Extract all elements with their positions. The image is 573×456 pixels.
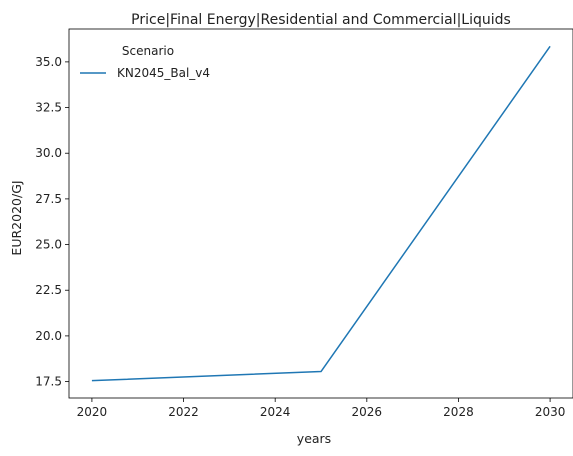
x-tick-label: 2026 [352, 405, 383, 419]
plot-area [91, 45, 551, 382]
y-tick-label: 20.0 [35, 329, 62, 343]
y-tick-label: 35.0 [35, 55, 62, 69]
y-tick-label: 25.0 [35, 238, 62, 252]
y-tick-label: 32.5 [35, 101, 62, 115]
x-tick-label: 2024 [260, 405, 291, 419]
x-tick-label: 2020 [77, 405, 108, 419]
x-axis-label: years [297, 431, 331, 446]
y-tick-label: 27.5 [35, 192, 62, 206]
y-tick-label: 17.5 [35, 375, 62, 389]
x-tick-label: 2028 [443, 405, 474, 419]
legend-title: Scenario [122, 44, 174, 58]
y-tick-label: 22.5 [35, 283, 62, 297]
legend-series-label: KN2045_Bal_v4 [117, 66, 210, 80]
x-tick-label: 2030 [535, 405, 566, 419]
y-axis-label: EUR2020/GJ [9, 180, 24, 255]
legend: Scenario KN2045_Bal_v4 [80, 44, 210, 80]
y-axis: 17.5 20.0 22.5 25.0 27.5 30.0 32.5 35.0 [35, 55, 69, 389]
series-line-0 [91, 45, 551, 382]
x-axis: 2020 2022 2024 2026 2028 2030 [77, 398, 566, 419]
x-tick-label: 2022 [168, 405, 199, 419]
chart-title: Price|Final Energy|Residential and Comme… [131, 12, 511, 28]
y-tick-label: 30.0 [35, 146, 62, 160]
plot-frame [68, 28, 573, 399]
